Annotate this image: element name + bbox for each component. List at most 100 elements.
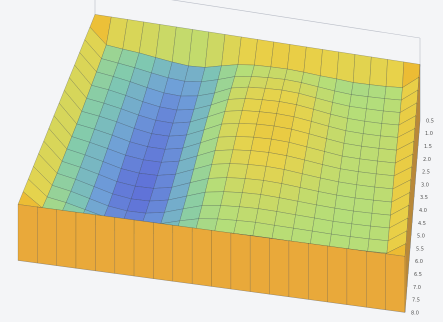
y-tick-label: 5.0 [417,234,425,240]
axis-line-6 [171,0,421,39]
surface-cell [351,82,370,97]
surface-cell [381,110,401,126]
y-tick-label: 1.5 [424,144,432,150]
surface-cell [250,137,272,153]
surface-cell [232,136,254,151]
y-tick-label: 5.5 [416,246,424,252]
surface-cell [253,123,275,140]
surface-front-skirt [269,237,290,298]
surface-cell [378,135,398,151]
surface-cell [359,146,380,162]
surface-cell [270,41,291,70]
surface-cell [248,76,269,89]
y-tick-label: 1.0 [425,131,433,137]
surface-front-skirt [172,224,193,285]
y-tick-label: 3.5 [420,195,428,201]
surface-front-skirt [346,248,367,308]
surface-cell [214,136,237,151]
surface-front-skirt [133,219,154,279]
surface-cell [244,86,266,100]
surface-cell [220,191,243,207]
surface-cell [350,223,371,240]
y-tick-label: 2.0 [423,157,431,163]
surface-cell [366,96,385,112]
surface-cell [332,207,354,225]
surface-cell [254,39,274,68]
surface-cell [234,64,255,77]
surface-cell [331,221,352,237]
surface-cell [247,150,270,167]
surface-cell [226,163,249,179]
surface-front-skirt [308,243,328,303]
surface-cell [201,191,225,206]
surface-cell [368,225,390,241]
surface-cell [377,148,397,164]
surface-cell [303,46,323,77]
surface-cell [262,88,283,102]
surface-cell [370,213,391,229]
surface-front-skirt [366,250,386,311]
surface-cell [287,44,307,73]
surface-cell [256,111,277,127]
surface-mesh [17,14,421,313]
surface-cell [208,163,231,179]
surface-front-skirt [37,206,57,266]
surface-cell [367,84,387,99]
surface-cell [358,158,378,175]
surface-cell [351,210,373,227]
surface-cell [336,51,356,83]
surface-cell [376,160,396,176]
surface-front-skirt [288,240,309,300]
y-tick-label: 4.5 [418,221,426,227]
surface-cell [224,98,246,112]
surface-front-skirt [95,214,115,274]
surface-cell [385,59,404,88]
surface-cell [238,110,260,125]
y-tick-label: 4.0 [419,208,427,214]
surface-cell [369,56,388,87]
surface-cell [252,222,275,239]
surface-front-skirt [230,232,251,292]
y-tick-label: 2.5 [422,170,430,176]
y-tick-label: 7.0 [413,285,421,291]
surface-cell [244,164,267,181]
surface-front-skirt [56,209,77,269]
surface-cell [241,98,263,112]
surface-cell [233,220,256,236]
y-tick-label: 0.5 [426,118,434,124]
surface-cell [229,149,252,165]
surface-front-skirt [192,227,212,287]
y-tick-label: 7.5 [412,298,420,304]
y-tick-label: 6.0 [415,259,423,265]
surface-cell [251,64,272,78]
surface-front-skirt [211,230,232,290]
surface-cell [204,177,228,193]
surface-front-skirt [17,204,38,264]
surface-cell [371,200,392,216]
surface-cell [267,66,288,80]
surface-front-skirt [75,211,96,272]
surface-cell [353,197,374,214]
surface-front-skirt [327,245,348,305]
surface-front-skirt [250,235,270,295]
y-tick-label: 3.0 [421,182,429,188]
surface-cell [235,123,257,138]
surface-cell [211,149,234,165]
surface-cell [374,173,395,190]
surface-front-skirt [153,222,173,282]
surface-cell [356,171,377,188]
surface-cell [126,198,150,214]
surface-cell [363,121,382,137]
surface-front-skirt [385,253,406,313]
surface-cell [361,133,381,149]
surface-cell [239,192,262,209]
surface-cell [354,184,375,201]
surface-cell [264,77,285,91]
y-tick-label: 8.0 [411,310,419,316]
surface-front-skirt [114,217,135,277]
surface-cell [259,99,280,114]
surface-cell [383,98,402,113]
surface-cell [218,123,240,138]
surface-cell [217,205,240,221]
